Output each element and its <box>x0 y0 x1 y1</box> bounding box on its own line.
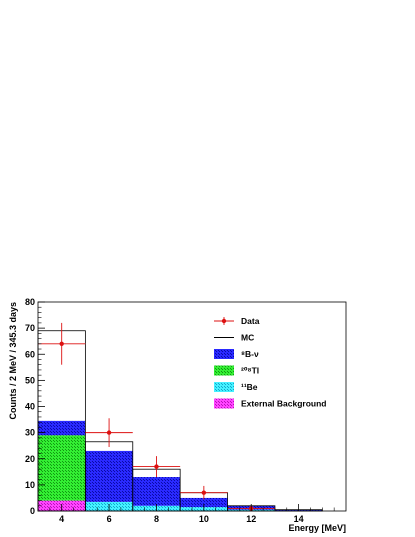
bar-b8-nu-bin-0 <box>38 420 86 436</box>
bar-tl208-bin-0 <box>38 435 86 501</box>
axes: 0 10 20 30 40 50 60 70 80 4 6 8 10 12 14 <box>25 297 335 524</box>
x-tick-label: 10 <box>199 514 209 524</box>
data-point-3 <box>201 490 207 495</box>
legend: Data MC ⁸B-ν ²⁰⁸Tl ¹¹Be External Background <box>214 316 327 409</box>
y-tick-label: 50 <box>25 375 35 385</box>
bar-b8-nu-bin-1 <box>85 450 133 502</box>
legend-label-3: ²⁰⁸Tl <box>241 366 259 376</box>
legend-label-2: ⁸B-ν <box>241 349 259 359</box>
x-tick-label: 6 <box>107 514 112 524</box>
data-point-0 <box>59 341 64 346</box>
x-tick-label: 8 <box>154 514 159 524</box>
legend-swatch-4 <box>214 382 234 392</box>
legend-label-0: Data <box>241 316 260 326</box>
y-tick-label: 10 <box>25 480 35 490</box>
bar-b8-nu-bin-3 <box>180 497 228 508</box>
y-tick-label: 0 <box>30 506 35 516</box>
legend-label-4: ¹¹Be <box>241 382 258 392</box>
y-tick-label: 80 <box>25 297 35 307</box>
legend-swatch-2 <box>214 349 234 359</box>
legend-swatch-3 <box>214 365 234 376</box>
y-tick-label: 20 <box>25 454 35 464</box>
y-tick-label: 60 <box>25 349 35 359</box>
legend-swatch-5 <box>214 398 234 409</box>
legend-label-1: MC <box>241 333 254 343</box>
x-axis-title: Energy [MeV] <box>288 523 346 533</box>
data-point-1 <box>106 430 112 435</box>
y-axis-title: Counts / 2 MeV / 345.3 days <box>8 302 18 420</box>
legend-data-marker <box>221 318 227 324</box>
legend-label-5: External Background <box>241 399 327 409</box>
y-tick-label: 30 <box>25 428 35 438</box>
bar-b8-nu-bin-2 <box>132 477 181 506</box>
y-tick-label: 70 <box>25 323 35 333</box>
x-tick-label: 12 <box>246 514 256 524</box>
x-tick-label: 14 <box>294 514 304 524</box>
x-tick-label: 4 <box>59 514 64 524</box>
data-point-2 <box>154 464 159 469</box>
y-tick-label: 40 <box>25 402 35 412</box>
